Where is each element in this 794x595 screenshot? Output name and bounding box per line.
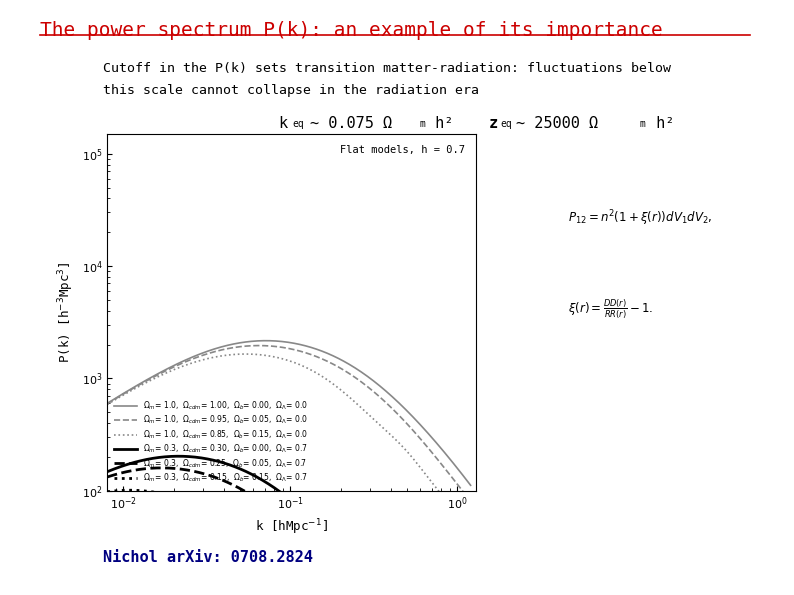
Text: eq: eq — [500, 119, 512, 129]
Text: eq: eq — [292, 119, 304, 129]
X-axis label: k [hMpc$^{-1}$]: k [hMpc$^{-1}$] — [256, 518, 328, 537]
Text: h²: h² — [426, 116, 453, 131]
Text: m: m — [419, 119, 425, 129]
Text: $P_{12} = n^2(1+\xi(r))dV_1dV_2,$: $P_{12} = n^2(1+\xi(r))dV_1dV_2,$ — [568, 208, 712, 228]
Text: ~ 25000 Ω: ~ 25000 Ω — [516, 116, 598, 131]
Text: k: k — [278, 116, 287, 131]
Y-axis label: P(k) [h$^{-3}$Mpc$^3$]: P(k) [h$^{-3}$Mpc$^3$] — [56, 262, 76, 363]
Text: h²: h² — [647, 116, 674, 131]
Text: Flat models, h = 0.7: Flat models, h = 0.7 — [341, 145, 465, 155]
Text: m: m — [639, 119, 645, 129]
Text: z: z — [488, 116, 497, 131]
Text: $\xi(r) = \frac{DD(r)}{RR(r)} - 1.$: $\xi(r) = \frac{DD(r)}{RR(r)} - 1.$ — [568, 298, 653, 321]
Legend: Ω$_m$= 1.0,  Ω$_{cdm}$= 1.00,  Ω$_b$= 0.00,  Ω$_\Lambda$= 0.0, Ω$_m$= 1.0,  Ω$_{: Ω$_m$= 1.0, Ω$_{cdm}$= 1.00, Ω$_b$= 0.00… — [111, 396, 311, 487]
Text: this scale cannot collapse in the radiation era: this scale cannot collapse in the radiat… — [103, 84, 480, 98]
Text: Cutoff in the P(k) sets transition matter-radiation: fluctuations below: Cutoff in the P(k) sets transition matte… — [103, 62, 671, 76]
Text: The power spectrum P(k): an example of its importance: The power spectrum P(k): an example of i… — [40, 21, 662, 40]
Text: Nichol arXiv: 0708.2824: Nichol arXiv: 0708.2824 — [103, 550, 313, 565]
Text: ~ 0.075 Ω: ~ 0.075 Ω — [310, 116, 391, 131]
